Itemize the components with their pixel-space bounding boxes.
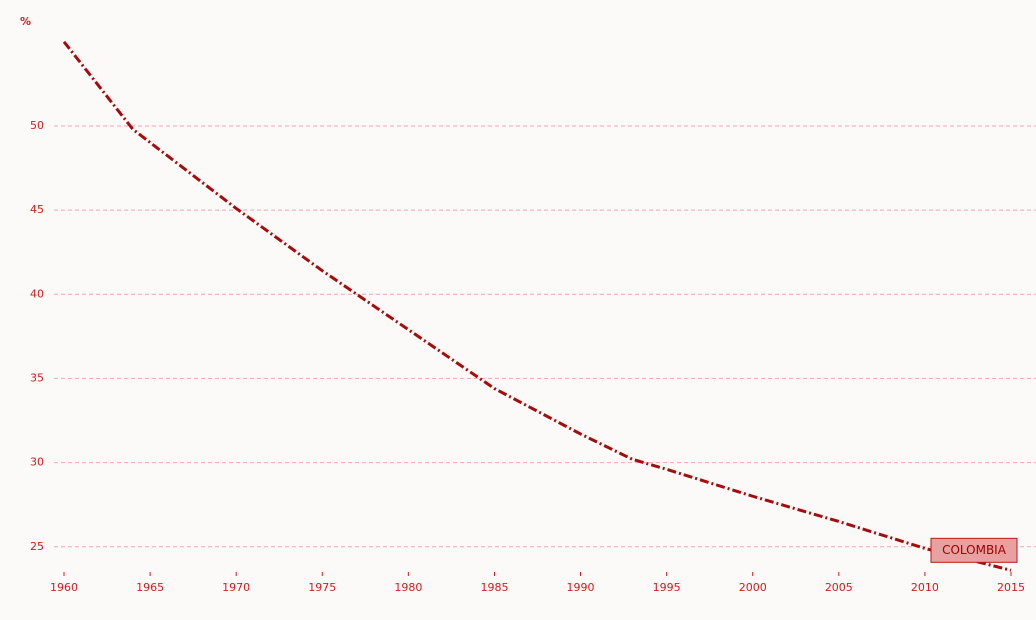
x-tick-label: 1975 [308,581,336,594]
y-tick-label: 50 [30,119,44,132]
line [62,40,1012,572]
x-tick-label: 1980 [394,581,422,594]
x-tick-label: 1990 [567,581,595,594]
x-tick-label: 2015 [997,581,1025,594]
x-tick-label: 1960 [50,581,78,594]
series-label: COLOMBIA [942,543,1007,557]
x-tick-label: 1985 [480,581,508,594]
y-tick-label: 35 [30,371,44,384]
x-tick-label: 1995 [653,581,681,594]
y-tick-label: 30 [30,456,44,469]
x-tick-label: 2000 [739,581,767,594]
y-tick-label: 40 [30,287,44,300]
x-tick-label: 2005 [825,581,853,594]
series-label-box [930,537,1018,563]
x-tick-label: 1965 [136,581,164,594]
x-tick-label: 2010 [911,581,939,594]
y-tick-label: 45 [30,203,44,216]
y-axis-label: % [20,15,31,28]
x-tick-label: 1970 [222,581,250,594]
y-tick-label: 25 [30,540,44,553]
